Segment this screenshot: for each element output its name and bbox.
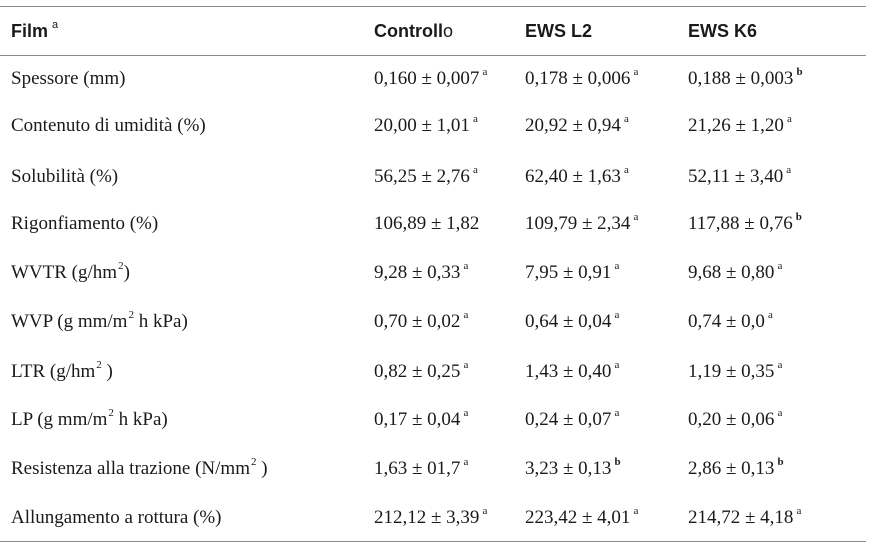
row-value: 21,26 ± 1,20 a <box>688 113 792 137</box>
row-value: 62,40 ± 1,63 a <box>525 164 629 188</box>
row-value: 0,70 ± 0,02 a <box>374 309 469 333</box>
table-row: WVP (g mm/m2 h kPa) 0,70 ± 0,02 a 0,64 ± 0,… <box>0 302 870 342</box>
row-value: 9,28 ± 0,33 a <box>374 260 469 284</box>
row-value: 1,43 ± 0,40 a <box>525 359 620 383</box>
row-value: 3,23 ± 0,13 b <box>525 456 621 480</box>
table-row: LP (g mm/m2 h kPa) 0,17 ± 0,04 a 0,24 ± 0,0… <box>0 400 870 440</box>
row-value: 20,00 ± 1,01 a <box>374 113 478 137</box>
table-row: LTR (g/hm2 ) 0,82 ± 0,25 a 1,43 ± 0,40 a 1,19… <box>0 352 870 392</box>
row-value: 1,19 ± 0,35 a <box>688 359 783 383</box>
table-row: WVTR (g/hm2) 9,28 ± 0,33 a 7,95 ± 0,91 a 9,68… <box>0 253 870 293</box>
row-value: 0,178 ± 0,006 a <box>525 66 639 90</box>
row-label: Resistenza alla trazione (N/mm2 ) <box>11 456 268 480</box>
row-value: 0,188 ± 0,003 b <box>688 66 803 90</box>
row-label: Solubilità (%) <box>11 166 119 187</box>
header-ews-l2: EWS L2 <box>525 21 593 41</box>
row-value: 20,92 ± 0,94 a <box>525 113 629 137</box>
header-controllo: Controllo <box>374 21 454 41</box>
row-label: Spessore (mm) <box>11 68 126 89</box>
row-value: 0,82 ± 0,25 a <box>374 359 469 383</box>
row-label: WVTR (g/hm2) <box>11 260 130 284</box>
row-label: Rigonfiamento (%) <box>11 213 159 234</box>
table-row: Allungamento a rottura (%) 212,12 ± 3,39 a… <box>0 498 870 538</box>
top-rule <box>0 6 866 7</box>
row-value: 0,17 ± 0,04 a <box>374 407 469 431</box>
table-row: Contenuto di umidità (%) 20,00 ± 1,01 a 20,… <box>0 106 870 146</box>
table-row: Spessore (mm) 0,160 ± 0,007 a 0,178 ± 0,006… <box>0 59 870 99</box>
row-value: 0,20 ± 0,06 a <box>688 407 783 431</box>
header-rule <box>0 55 866 56</box>
row-value: 9,68 ± 0,80 a <box>688 260 783 284</box>
row-label: Allungamento a rottura (%) <box>11 507 222 528</box>
row-value: 0,74 ± 0,0 a <box>688 309 773 333</box>
table-row: Solubilità (%) 56,25 ± 2,76 a 62,40 ± 1,63 a… <box>0 157 870 197</box>
table-row: Resistenza alla trazione (N/mm2 ) 1,63 ± … <box>0 449 870 489</box>
header-ews-k6: EWS K6 <box>688 21 758 41</box>
row-value: 0,24 ± 0,07 a <box>525 407 620 431</box>
row-value: 52,11 ± 3,40 a <box>688 164 792 188</box>
row-value: 7,95 ± 0,91 a <box>525 260 620 284</box>
row-label: WVP (g mm/m2 h kPa) <box>11 309 188 333</box>
row-value: 2,86 ± 0,13 b <box>688 456 784 480</box>
bottom-rule <box>0 541 866 542</box>
header-film: Film a <box>11 19 59 42</box>
row-value: 214,72 ± 4,18 a <box>688 505 802 529</box>
row-value: 223,42 ± 4,01 a <box>525 505 639 529</box>
row-value: 0,160 ± 0,007 a <box>374 66 488 90</box>
row-label: LTR (g/hm2 ) <box>11 359 113 383</box>
row-label: Contenuto di umidità (%) <box>11 115 206 136</box>
row-value: 106,89 ± 1,82 <box>374 213 480 234</box>
row-value: 109,79 ± 2,34 a <box>525 211 639 235</box>
table-row: Rigonfiamento (%) 106,89 ± 1,82 109,79 ± 2… <box>0 204 870 244</box>
row-value: 0,64 ± 0,04 a <box>525 309 620 333</box>
row-value: 117,88 ± 0,76 b <box>688 211 802 235</box>
row-value: 56,25 ± 2,76 a <box>374 164 478 188</box>
row-value: 1,63 ± 01,7 a <box>374 456 469 480</box>
row-value: 212,12 ± 3,39 a <box>374 505 488 529</box>
row-label: LP (g mm/m2 h kPa) <box>11 407 168 431</box>
header-row: Film a Controllo EWS L2 EWS K6 <box>0 11 870 51</box>
